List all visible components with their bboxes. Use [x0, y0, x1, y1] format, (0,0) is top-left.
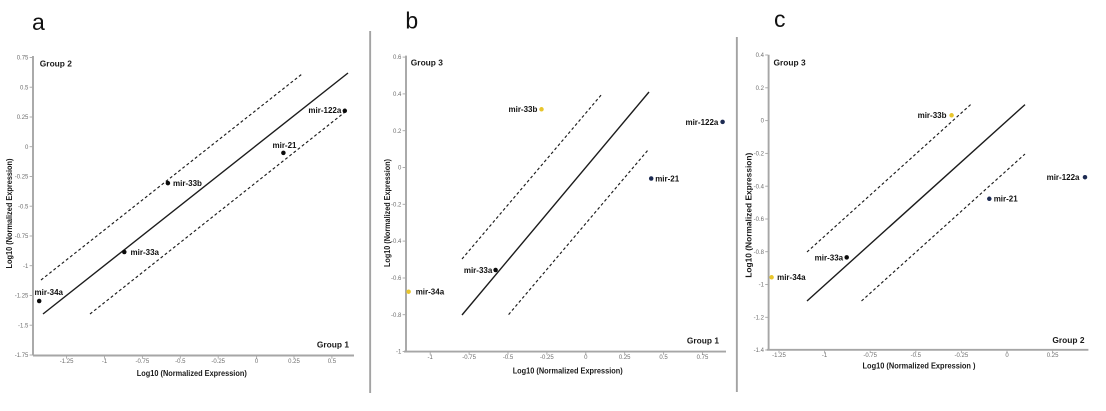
svg-text:-1.25: -1.25	[60, 359, 74, 365]
svg-text:c: c	[774, 6, 786, 32]
svg-text:-1: -1	[759, 283, 765, 289]
svg-text:0.2: 0.2	[393, 129, 402, 135]
svg-text:mir-122a: mir-122a	[1047, 173, 1080, 182]
svg-text:mir-122a: mir-122a	[308, 106, 341, 115]
svg-text:-0.8: -0.8	[754, 250, 765, 256]
svg-text:b: b	[405, 8, 418, 34]
svg-text:0.5: 0.5	[659, 355, 668, 361]
svg-text:0.2: 0.2	[756, 86, 765, 92]
svg-text:0.4: 0.4	[393, 92, 402, 98]
svg-text:mir-21: mir-21	[655, 174, 680, 183]
svg-text:-1.4: -1.4	[754, 348, 765, 354]
svg-text:0.5: 0.5	[328, 359, 337, 365]
svg-text:-1.2: -1.2	[754, 315, 765, 321]
svg-text:-0.75: -0.75	[136, 359, 150, 365]
svg-text:0.4: 0.4	[756, 53, 765, 59]
svg-text:-0.2: -0.2	[391, 202, 402, 208]
svg-text:0.75: 0.75	[17, 56, 29, 62]
svg-text:-0.4: -0.4	[391, 239, 402, 245]
svg-text:0: 0	[761, 119, 765, 125]
svg-text:0: 0	[25, 145, 29, 151]
svg-text:Group 2: Group 2	[40, 59, 72, 69]
svg-text:-0.25: -0.25	[955, 353, 969, 359]
svg-text:-0.5: -0.5	[911, 353, 922, 359]
svg-text:0.75: 0.75	[697, 355, 709, 361]
svg-text:-0.75: -0.75	[15, 234, 29, 240]
svg-text:-1.5: -1.5	[18, 323, 29, 329]
svg-text:Group 3: Group 3	[774, 58, 806, 68]
svg-text:Group 1: Group 1	[317, 339, 349, 349]
svg-text:mir-33b: mir-33b	[173, 179, 202, 188]
svg-text:-1: -1	[428, 355, 434, 361]
svg-text:0.25: 0.25	[17, 115, 29, 121]
svg-text:mir-33a: mir-33a	[464, 266, 493, 275]
svg-text:Log10 (Normalized Expression): Log10 (Normalized Expression)	[743, 152, 753, 277]
svg-text:Group 2: Group 2	[1052, 335, 1084, 345]
svg-text:mir-34a: mir-34a	[35, 288, 64, 297]
svg-text:mir-122a: mir-122a	[685, 118, 718, 127]
svg-text:Log10 (Normalized Expression): Log10 (Normalized Expression)	[137, 368, 247, 378]
svg-text:-1: -1	[396, 350, 402, 356]
svg-text:0.25: 0.25	[619, 355, 631, 361]
svg-text:Log10 (Normalized Expression): Log10 (Normalized Expression)	[382, 159, 392, 267]
svg-text:Group 3: Group 3	[411, 58, 443, 68]
svg-text:-0.75: -0.75	[863, 353, 877, 359]
svg-text:-1: -1	[822, 353, 828, 359]
svg-text:-0.75: -0.75	[462, 355, 476, 361]
svg-text:-0.5: -0.5	[18, 204, 29, 210]
svg-text:Group 1: Group 1	[687, 336, 719, 346]
svg-text:0: 0	[398, 166, 402, 172]
svg-text:mir-33a: mir-33a	[131, 248, 160, 257]
svg-text:-1.75: -1.75	[15, 353, 29, 359]
svg-text:mir-34a: mir-34a	[416, 288, 445, 297]
svg-text:mir-33a: mir-33a	[815, 253, 844, 262]
svg-text:mir-33b: mir-33b	[508, 105, 537, 114]
svg-text:mir-33b: mir-33b	[918, 111, 947, 120]
svg-text:-0.5: -0.5	[503, 355, 514, 361]
svg-text:-0.25: -0.25	[15, 175, 29, 181]
svg-text:0.6: 0.6	[393, 55, 402, 61]
svg-text:0: 0	[1005, 353, 1009, 359]
svg-text:-1.25: -1.25	[772, 353, 786, 359]
svg-text:-1: -1	[102, 359, 108, 365]
svg-text:-0.8: -0.8	[391, 313, 402, 319]
svg-text:-1: -1	[23, 264, 29, 270]
svg-text:0: 0	[255, 359, 259, 365]
svg-text:mir-21: mir-21	[272, 141, 297, 150]
svg-text:-0.6: -0.6	[754, 217, 765, 223]
svg-text:mir-21: mir-21	[994, 195, 1019, 204]
svg-text:a: a	[32, 9, 45, 35]
svg-text:Log10 (Normalized Expression): Log10 (Normalized Expression)	[4, 158, 14, 268]
svg-text:-0.5: -0.5	[175, 359, 186, 365]
svg-text:-0.6: -0.6	[391, 276, 402, 282]
svg-text:0.25: 0.25	[288, 359, 300, 365]
svg-text:-0.25: -0.25	[211, 359, 225, 365]
svg-text:0: 0	[584, 355, 588, 361]
svg-text:-1.25: -1.25	[15, 294, 29, 300]
svg-text:mir-34a: mir-34a	[777, 273, 806, 282]
svg-text:-0.4: -0.4	[754, 184, 765, 190]
svg-text:-0.2: -0.2	[754, 152, 765, 158]
svg-text:0.25: 0.25	[1047, 353, 1059, 359]
svg-text:0.5: 0.5	[20, 85, 29, 91]
svg-text:-0.25: -0.25	[540, 355, 554, 361]
svg-text:Log10 (Normalized Expression): Log10 (Normalized Expression)	[513, 365, 623, 375]
svg-text:Log10 (Normalized Expression ): Log10 (Normalized Expression )	[863, 361, 976, 371]
